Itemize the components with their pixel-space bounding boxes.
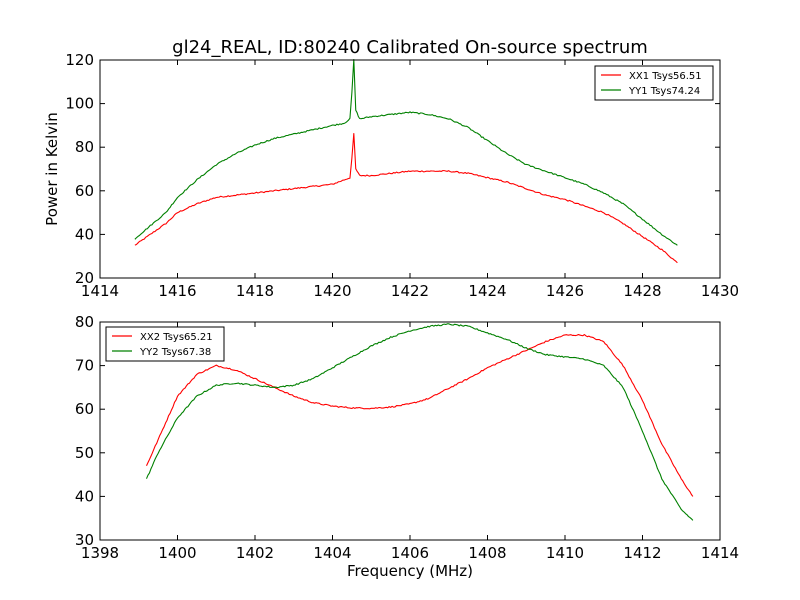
x-tick-label: 1418 xyxy=(236,282,274,300)
legend-label: YY1 Tsys74.24 xyxy=(628,86,700,97)
series-line-1 xyxy=(146,333,694,497)
legend-label: XX1 Tsys56.51 xyxy=(629,71,702,82)
x-tick-label: 1404 xyxy=(313,544,351,562)
y-tick-label: 60 xyxy=(75,400,94,418)
y-tick-label: 50 xyxy=(75,444,94,462)
x-tick-label: 1420 xyxy=(313,282,351,300)
y-tick-label: 40 xyxy=(75,225,94,243)
y-tick-label: 30 xyxy=(75,531,94,549)
x-tick-label: 1412 xyxy=(623,544,661,562)
x-axis-label: Frequency (MHz) xyxy=(347,562,473,580)
x-tick-label: 1408 xyxy=(468,544,506,562)
bottom-plot: 1398 1400 1402 1404 1406 1408 1410 1412 1414 30 40… xyxy=(75,313,739,580)
x-tick-label: 1414 xyxy=(81,282,119,300)
legend-box xyxy=(594,65,714,101)
x-tick-label: 1410 xyxy=(546,544,584,562)
x-tick-label: 1406 xyxy=(391,544,429,562)
series-line-2 xyxy=(145,323,694,521)
series-line-1 xyxy=(134,132,678,264)
top-plot: 1414 1416 1418 1420 1422 1424 1426 1428 1430 20 40… xyxy=(43,51,739,300)
y-tick-label: 80 xyxy=(75,138,94,156)
x-tick-label: 1398 xyxy=(81,544,119,562)
legend: XX1 Tsys56.51 YY1 Tsys74.24 xyxy=(594,65,714,101)
x-tick-label: 1422 xyxy=(391,282,429,300)
legend-label: YY2 Tsys67.38 xyxy=(139,347,211,358)
y-tick-label: 100 xyxy=(65,95,94,113)
legend-label: XX2 Tsys65.21 xyxy=(140,332,213,343)
series-line-2 xyxy=(134,58,678,246)
y-axis-label: Power in Kelvin xyxy=(43,112,61,226)
x-tick-label: 1416 xyxy=(158,282,196,300)
y-tick-label: 20 xyxy=(75,269,94,287)
y-tick-label: 120 xyxy=(65,51,94,69)
figure-title: gl24_REAL, ID:80240 Calibrated On-source… xyxy=(172,37,648,58)
y-tick-label: 60 xyxy=(75,182,94,200)
x-tick-label: 1428 xyxy=(623,282,661,300)
legend: XX2 Tsys65.21 YY2 Tsys67.38 xyxy=(105,326,225,362)
y-tick-label: 70 xyxy=(75,357,94,375)
x-tick-label: 1414 xyxy=(701,544,739,562)
x-tick-label: 1430 xyxy=(701,282,739,300)
x-tick-label: 1424 xyxy=(468,282,506,300)
x-tick-label: 1402 xyxy=(236,544,274,562)
x-tick-label: 1426 xyxy=(546,282,584,300)
legend-box xyxy=(105,326,225,362)
y-tick-label: 80 xyxy=(75,313,94,331)
x-tick-label: 1400 xyxy=(158,544,196,562)
y-tick-label: 40 xyxy=(75,487,94,505)
